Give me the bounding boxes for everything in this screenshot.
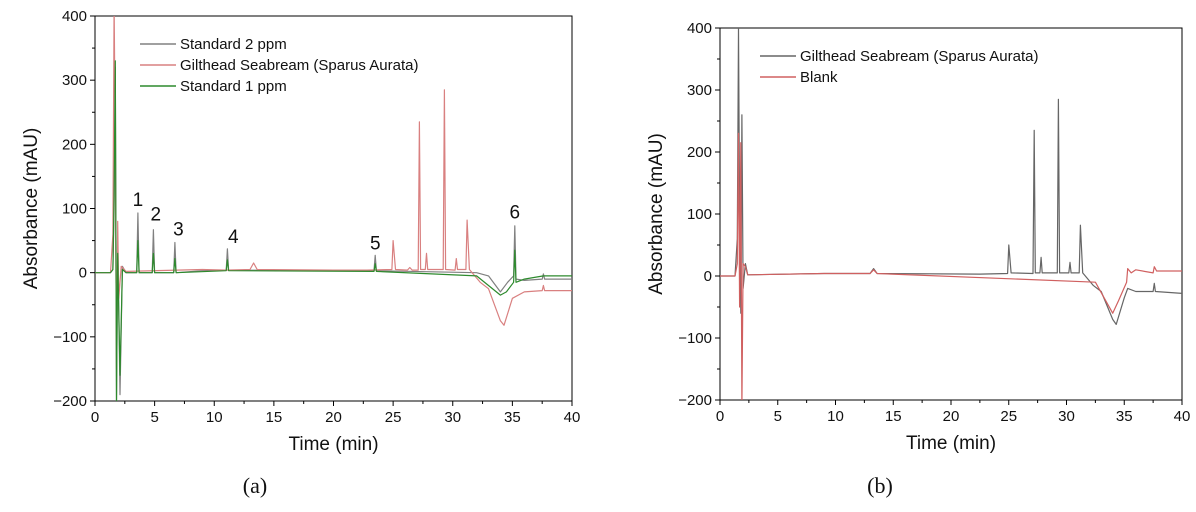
y-tick-label: 0 (704, 268, 712, 285)
x-tick-label: 5 (150, 409, 158, 426)
panel-label: (a) (243, 473, 267, 498)
y-tick-label: 200 (62, 136, 87, 153)
y-tick-label: 300 (62, 72, 87, 89)
x-axis-title: Time (min) (288, 434, 378, 455)
y-axis-title: Absorbance (mAU) (21, 128, 42, 290)
y-tick-label: −100 (678, 330, 712, 347)
x-tick-label: 15 (885, 408, 902, 425)
legend-label: Blank (800, 69, 838, 86)
y-tick-label: 300 (687, 82, 712, 99)
x-tick-label: 35 (1116, 408, 1133, 425)
y-axis-title: Absorbance (mAU) (646, 133, 667, 295)
x-tick-label: 20 (943, 408, 960, 425)
x-tick-label: 25 (385, 409, 402, 426)
x-tick-label: 25 (1000, 408, 1017, 425)
y-tick-label: −200 (678, 392, 712, 409)
x-tick-label: 5 (774, 408, 782, 425)
legend-label: Standard 1 ppm (180, 78, 287, 95)
legend-label: Gilthead Seabream (Sparus Aurata) (180, 57, 418, 74)
y-tick-label: −100 (53, 329, 87, 346)
x-tick-label: 0 (716, 408, 724, 425)
x-tick-label: 30 (444, 409, 461, 426)
y-tick-label: 0 (79, 265, 87, 282)
plot-frame (719, 27, 1183, 401)
x-tick-label: 40 (1174, 408, 1191, 425)
panel-label: (b) (867, 473, 893, 498)
peak-label: 2 (151, 205, 162, 226)
series-line-3 (95, 60, 572, 401)
x-axis-title: Time (min) (906, 433, 996, 454)
chart-panel-b: 0 5 10 15 20 25 30 35 40 −200 −100 0 100 200 300 400 Tim… (646, 20, 1190, 454)
chart-panel-a: 0 5 10 15 20 25 30 35 40−200−1000100200300400Tim… (21, 8, 581, 455)
legend-label: Gilthead Seabream (Sparus Aurata) (800, 48, 1038, 65)
y-tick-label: 100 (687, 206, 712, 223)
y-tick-label: 200 (687, 144, 712, 161)
peak-label: 5 (370, 233, 381, 254)
plot-area (720, 28, 1182, 400)
peak-label: 6 (509, 203, 520, 224)
x-tick-label: 30 (1058, 408, 1075, 425)
y-tick-label: 400 (62, 8, 87, 25)
peak-label: 1 (133, 190, 144, 211)
y-tick-label: 400 (687, 20, 712, 37)
series-line-1 (720, 28, 1182, 325)
x-tick-label: 10 (206, 409, 223, 426)
x-tick-label: 0 (91, 409, 99, 426)
series-line-2 (720, 132, 1182, 400)
x-tick-label: 35 (504, 409, 521, 426)
peak-label: 4 (228, 227, 239, 248)
peak-label: 3 (173, 219, 184, 240)
x-tick-label: 15 (266, 409, 283, 426)
series-line-2 (95, 16, 572, 370)
x-tick-label: 10 (827, 408, 844, 425)
x-tick-label: 20 (325, 409, 342, 426)
x-tick-label: 40 (564, 409, 581, 426)
series-line-1 (95, 66, 572, 401)
y-tick-label: −200 (53, 393, 87, 410)
legend-label: Standard 2 ppm (180, 36, 287, 53)
plot-area (95, 16, 572, 401)
y-tick-label: 100 (62, 201, 87, 218)
